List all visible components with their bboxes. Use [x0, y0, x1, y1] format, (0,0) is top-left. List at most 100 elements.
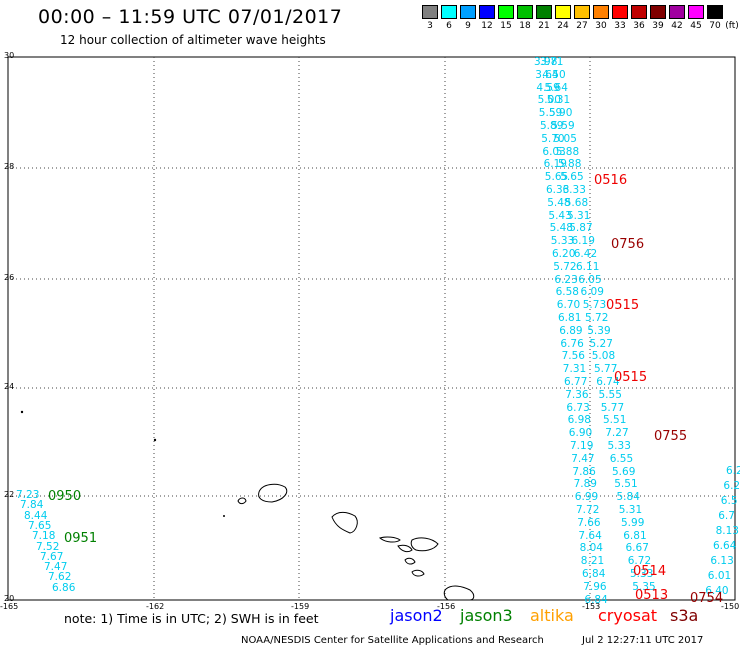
wave-height-label: 7.47	[44, 561, 68, 574]
wave-height-label: 6.76	[560, 337, 584, 350]
scale-swatch	[707, 5, 723, 19]
latitude-label: 22	[4, 490, 15, 499]
wave-height-label: 6.67	[625, 542, 649, 555]
wave-height-label: 7.84	[20, 499, 44, 512]
page-subtitle: 12 hour collection of altimeter wave hei…	[60, 33, 326, 47]
page-title: 00:00 – 11:59 UTC 07/01/2017	[38, 6, 343, 28]
wave-height-label: 6.01	[707, 570, 732, 582]
latitude-label: 28	[4, 162, 15, 171]
island-outline	[443, 585, 475, 601]
wave-height-label: 6.09	[580, 286, 604, 299]
wave-height-label: 8.04	[579, 542, 603, 555]
pass-time-label: 0755	[654, 429, 688, 444]
wave-height-label: 6.73	[566, 401, 590, 414]
scale-swatch	[555, 5, 571, 19]
pass-time-label: 0514	[633, 564, 667, 579]
wave-height-label: 6.89	[559, 324, 583, 337]
generated-timestamp: Jul 2 12:27:11 UTC 2017	[582, 635, 704, 646]
wave-height-label: 5.87	[569, 222, 593, 235]
scale-swatch	[479, 5, 495, 19]
scale-swatch	[650, 5, 666, 19]
wave-height-label: 8.13	[715, 525, 739, 537]
scale-tick-label: 45	[690, 21, 702, 31]
wave-height-label: 7.96	[583, 580, 607, 593]
wave-height-label: 5.59	[538, 107, 563, 120]
map-frame	[7, 56, 736, 601]
wave-height-label: 5.84	[616, 491, 640, 504]
wave-height-label: 5.65	[560, 171, 584, 184]
pass-time-label: 0515	[614, 370, 648, 385]
wave-height-label: 5.99	[621, 516, 645, 529]
wave-height-label: 5.43	[548, 209, 572, 222]
longitude-label: -153	[582, 602, 601, 611]
wave-height-label: 6.23	[554, 273, 578, 286]
island-dot	[223, 515, 225, 517]
wave-height-label: 7.62	[48, 571, 72, 584]
wave-height-label: 3.64	[535, 68, 559, 81]
scale-tick-label: 70	[709, 21, 721, 31]
wave-height-label: 7.65	[28, 519, 52, 532]
wave-height-label: 5.72	[585, 312, 609, 324]
wave-height-label: 6.90	[568, 427, 593, 440]
wave-height-label: 5.48	[549, 222, 573, 235]
wave-height-label: 7.89	[573, 478, 597, 491]
wave-height-label: 6.7	[718, 510, 735, 522]
wave-height-label: 5.08	[591, 350, 616, 363]
wave-height-label: 6.13	[710, 555, 734, 567]
wave-height-label: 7.66	[577, 516, 601, 529]
latitude-label: 24	[4, 382, 15, 391]
footnote: note: 1) Time is in UTC; 2) SWH is in fe…	[64, 611, 319, 626]
wave-height-label: 3.71	[540, 56, 564, 68]
scale-swatch	[441, 5, 457, 19]
longitude-label: -159	[291, 602, 310, 611]
wave-height-label: 5.64	[544, 81, 568, 94]
island-outline	[411, 569, 425, 577]
island-dot	[153, 438, 157, 442]
wave-height-label: 7.52	[36, 540, 60, 553]
pass-time-label: 0950	[48, 489, 82, 504]
longitude-label: -150	[721, 602, 740, 611]
wave-height-label: 7.31	[562, 363, 587, 376]
wave-height-label: 5.89	[540, 120, 564, 132]
scale-tick-label: 24	[557, 21, 569, 31]
wave-height-label: 6.86	[52, 581, 76, 594]
wave-height-label: 5.72	[553, 260, 577, 273]
wave-height-label: 3.98	[534, 56, 558, 68]
satellite-legend-entry: jason2	[390, 606, 443, 625]
wave-height-label: 7.72	[576, 504, 600, 516]
scale-swatch	[593, 5, 609, 19]
scale-tick-label: 3	[427, 21, 433, 31]
wave-height-label: 5.88	[555, 145, 580, 158]
wave-height-label: 7.36	[565, 388, 589, 401]
island-outline	[410, 537, 439, 552]
wave-height-label: 5.27	[589, 337, 613, 350]
island-dot	[20, 410, 24, 414]
wave-height-label: 6.55	[609, 452, 634, 465]
scale-swatch	[517, 5, 533, 19]
scale-tick-label: 36	[633, 21, 645, 31]
wave-height-label: 6.99	[574, 491, 599, 504]
latitude-label: 20	[4, 594, 15, 603]
scale-swatch	[460, 5, 476, 19]
wave-height-label: 4.50	[542, 68, 566, 81]
wave-height-label: 6.11	[576, 260, 600, 273]
wave-height-label: 6.81	[558, 312, 582, 324]
wave-height-label: 7.23	[16, 489, 40, 501]
wave-height-label: 5.33	[607, 440, 631, 452]
wave-height-label: 7.47	[571, 452, 595, 465]
wave-height-label: 6.33	[546, 184, 570, 196]
wave-height-label: 6.20	[552, 248, 576, 260]
satellite-legend-entry: jason3	[460, 606, 513, 625]
satellite-legend-entry: altika	[530, 606, 574, 625]
longitude-label: -156	[437, 602, 456, 611]
wave-height-label: 5.00	[537, 94, 561, 107]
pass-time-label: 0516	[594, 173, 628, 188]
island-outline	[237, 497, 247, 505]
wave-height-label: 5.33	[550, 235, 575, 248]
wave-height-label: 5.48	[547, 196, 571, 209]
wave-height-label: 6.70	[556, 299, 581, 312]
scale-tick-label: 12	[481, 21, 493, 31]
wave-height-label: 8.44	[24, 509, 48, 522]
wave-height-label: 6.81	[623, 529, 647, 542]
